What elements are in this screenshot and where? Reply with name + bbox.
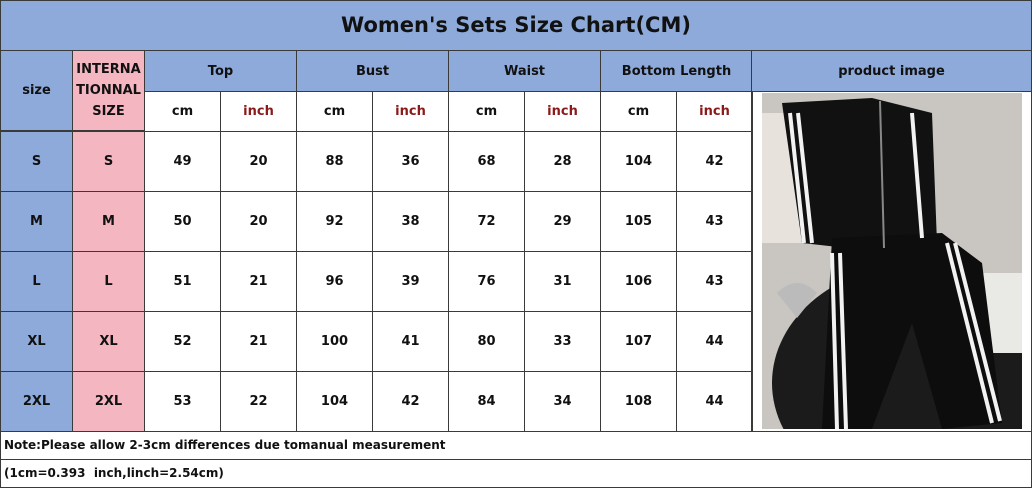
value-cell: 96 bbox=[296, 251, 373, 312]
size-cell: S bbox=[0, 131, 73, 192]
value-cell: 42 bbox=[372, 371, 449, 432]
value-cell: 100 bbox=[296, 311, 373, 372]
value-cell: 28 bbox=[524, 131, 601, 192]
size-header: size bbox=[0, 50, 73, 131]
value-cell: 44 bbox=[676, 311, 753, 372]
value-cell: 80 bbox=[448, 311, 525, 372]
unit-header: inch bbox=[372, 91, 449, 132]
product-image-header: product image bbox=[751, 50, 1032, 92]
value-cell: 104 bbox=[600, 131, 677, 192]
unit-header: inch bbox=[524, 91, 601, 132]
unit-header: inch bbox=[220, 91, 297, 132]
value-cell: 33 bbox=[524, 311, 601, 372]
note: (1cm=0.393 inch,linch=2.54cm) bbox=[0, 459, 1032, 488]
value-cell: 72 bbox=[448, 191, 525, 252]
value-cell: 41 bbox=[372, 311, 449, 372]
value-cell: 53 bbox=[144, 371, 221, 432]
photo-jacket bbox=[782, 98, 937, 253]
value-cell: 21 bbox=[220, 251, 297, 312]
value-cell: 34 bbox=[524, 371, 601, 432]
header-line: INTERNA bbox=[76, 62, 141, 77]
international-cell: 2XL bbox=[72, 371, 145, 432]
value-cell: 20 bbox=[220, 191, 297, 252]
size-cell: XL bbox=[0, 311, 73, 372]
value-cell: 38 bbox=[372, 191, 449, 252]
header-line: TIONNAL bbox=[76, 83, 141, 98]
product-image-frame bbox=[751, 91, 1032, 432]
group-header: Waist bbox=[448, 50, 601, 92]
value-cell: 68 bbox=[448, 131, 525, 192]
size-cell: 2XL bbox=[0, 371, 73, 432]
value-cell: 49 bbox=[144, 131, 221, 192]
value-cell: 36 bbox=[372, 131, 449, 192]
international-header: INTERNA TIONNAL SIZE bbox=[72, 50, 145, 131]
value-cell: 76 bbox=[448, 251, 525, 312]
photo-pants-stripes bbox=[830, 242, 1002, 429]
unit-header: cm bbox=[600, 91, 677, 132]
photo-stripes bbox=[788, 112, 924, 244]
value-cell: 39 bbox=[372, 251, 449, 312]
product-photo bbox=[762, 93, 1022, 429]
international-cell: XL bbox=[72, 311, 145, 372]
value-cell: 84 bbox=[448, 371, 525, 432]
value-cell: 108 bbox=[600, 371, 677, 432]
size-cell: M bbox=[0, 191, 73, 252]
unit-header: inch bbox=[676, 91, 753, 132]
unit-header: cm bbox=[448, 91, 525, 132]
group-header: Bust bbox=[296, 50, 449, 92]
value-cell: 22 bbox=[220, 371, 297, 432]
group-header: Bottom Length bbox=[600, 50, 753, 92]
international-cell: S bbox=[72, 131, 145, 192]
value-cell: 20 bbox=[220, 131, 297, 192]
value-cell: 105 bbox=[600, 191, 677, 252]
value-cell: 43 bbox=[676, 191, 753, 252]
header-line: SIZE bbox=[92, 104, 125, 119]
value-cell: 43 bbox=[676, 251, 753, 312]
title: Women's Sets Size Chart(CM) bbox=[0, 0, 1032, 51]
international-cell: L bbox=[72, 251, 145, 312]
note: Note:Please allow 2-3cm differences due … bbox=[0, 431, 1032, 460]
value-cell: 51 bbox=[144, 251, 221, 312]
photo-zipper bbox=[879, 100, 885, 249]
international-cell: M bbox=[72, 191, 145, 252]
value-cell: 52 bbox=[144, 311, 221, 372]
value-cell: 44 bbox=[676, 371, 753, 432]
value-cell: 104 bbox=[296, 371, 373, 432]
value-cell: 29 bbox=[524, 191, 601, 252]
value-cell: 50 bbox=[144, 191, 221, 252]
unit-header: cm bbox=[296, 91, 373, 132]
value-cell: 42 bbox=[676, 131, 753, 192]
value-cell: 88 bbox=[296, 131, 373, 192]
value-cell: 21 bbox=[220, 311, 297, 372]
unit-header: cm bbox=[144, 91, 221, 132]
value-cell: 92 bbox=[296, 191, 373, 252]
value-cell: 107 bbox=[600, 311, 677, 372]
group-header: Top bbox=[144, 50, 297, 92]
value-cell: 106 bbox=[600, 251, 677, 312]
value-cell: 31 bbox=[524, 251, 601, 312]
photo-heart bbox=[777, 283, 817, 318]
size-cell: L bbox=[0, 251, 73, 312]
